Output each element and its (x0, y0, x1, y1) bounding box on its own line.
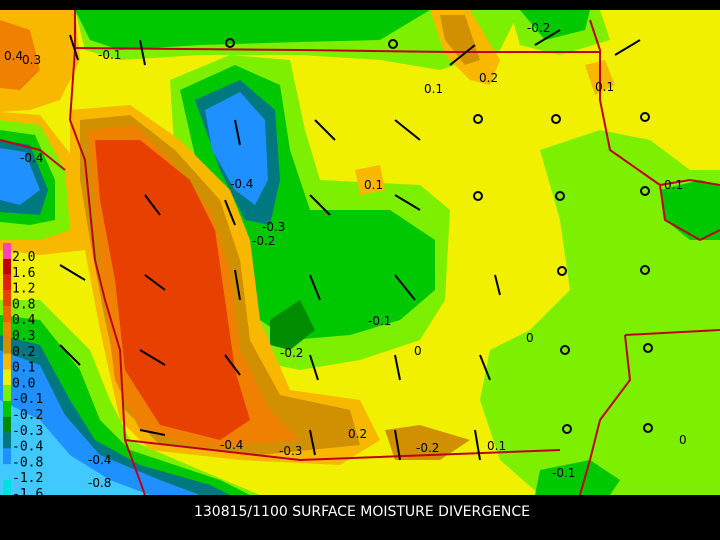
legend-label: -0.1 (12, 392, 43, 407)
contour-label: -0.2 (252, 234, 275, 248)
contour-label: -0.1 (552, 466, 575, 480)
legend-label: -0.8 (12, 455, 43, 470)
legend-label: 0.8 (12, 297, 35, 312)
contour-label: -0.3 (262, 220, 285, 234)
legend-swatch (3, 274, 11, 291)
contour-label: -0.4 (88, 453, 111, 467)
legend-label: 0.0 (12, 376, 35, 391)
wind-barbs (59, 29, 641, 461)
contour-labels: -0.1-0.20.20.1 0.1-0.4 0.1-0.3-0.20.1-0.1-… (4, 21, 687, 490)
legend-swatch (3, 464, 11, 480)
contour-label: 0.4 (4, 49, 23, 63)
legend-swatch (3, 290, 11, 307)
legend-label: 0.2 (12, 345, 35, 360)
contour-label: -0.4 (220, 438, 243, 452)
caption: 130815/1100 SURFACE MOISTURE DIVERGENCE (194, 504, 530, 520)
legend-swatch (3, 448, 11, 465)
legend-label: 1.2 (12, 282, 35, 297)
contour-label: 0 (679, 433, 687, 447)
contour-label: -0.2 (416, 441, 439, 455)
legend-swatch (3, 416, 11, 433)
contour-label: -0.2 (527, 21, 550, 35)
legend-swatch (3, 432, 11, 449)
contour-label: -0.4 (20, 151, 43, 165)
legend-label: 0.3 (12, 329, 35, 344)
contour-label: -0.8 (88, 476, 111, 490)
legend-label: -1.2 (12, 471, 43, 486)
contour-label: 0.1 (664, 178, 683, 192)
contour-label: 0.1 (595, 80, 614, 94)
legend-swatch (3, 480, 11, 496)
state-borders (0, 10, 720, 496)
contour-label: 0.1 (487, 439, 506, 453)
contour-label: 0.1 (364, 178, 383, 192)
legend-swatch (3, 385, 11, 401)
contour-label: -0.1 (368, 314, 391, 328)
legend-label: 1.6 (12, 266, 35, 281)
contour-label: -0.2 (280, 346, 303, 360)
contour-label: -0.3 (279, 444, 302, 458)
contour-label: -0.1 (98, 48, 121, 62)
caption-bar (0, 495, 720, 540)
legend-label: -0.3 (12, 424, 43, 439)
legend-label: -0.2 (12, 408, 43, 423)
contour-label: 0.2 (479, 71, 498, 85)
calm-stations (225, 38, 653, 434)
legend-swatch (3, 369, 11, 386)
legend-label: 0.1 (12, 361, 35, 376)
legend-swatch (3, 258, 11, 275)
legend-label: 2.0 (12, 250, 35, 265)
contour-label: 0.1 (424, 82, 443, 96)
contour-label: 0 (526, 331, 534, 345)
legend-swatch (3, 337, 11, 354)
legend-swatch (3, 401, 11, 417)
contour-label: 0 (414, 344, 422, 358)
legend-swatch (3, 353, 11, 370)
legend-label: 0.4 (12, 313, 36, 328)
legend-swatch (3, 243, 11, 259)
legend-label: -0.4 (12, 440, 43, 455)
contour-label: 0.3 (22, 53, 41, 67)
contour-label: 0.2 (348, 427, 367, 441)
legend-swatch (3, 306, 11, 322)
contour-label: -0.4 (230, 177, 253, 191)
legend-swatch (3, 322, 11, 338)
